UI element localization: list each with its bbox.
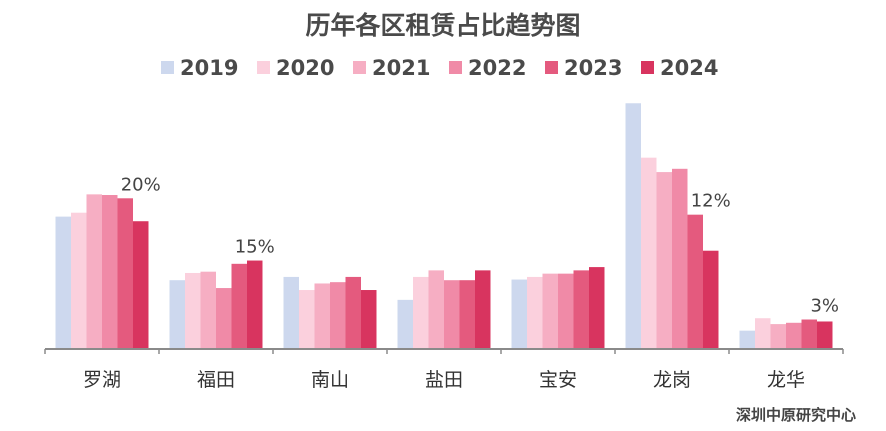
bar-2024 bbox=[589, 267, 605, 349]
bar-group bbox=[283, 276, 377, 349]
bar-2023 bbox=[687, 214, 703, 349]
source-label: 深圳中原研究中心 bbox=[736, 406, 856, 424]
data-label: 15% bbox=[235, 237, 275, 258]
category-label: 盐田 bbox=[425, 369, 463, 391]
legend-item: 2020 bbox=[257, 56, 334, 80]
bar-group bbox=[511, 267, 605, 349]
bar-2020 bbox=[527, 276, 543, 349]
bar-2021 bbox=[542, 273, 558, 349]
data-label: 12% bbox=[691, 191, 731, 212]
legend-item: 2021 bbox=[353, 56, 430, 80]
bar-2019 bbox=[625, 103, 641, 350]
legend-swatch bbox=[641, 61, 654, 74]
category-label: 龙华 bbox=[767, 369, 805, 391]
bar-2023 bbox=[117, 198, 133, 349]
bar-2022 bbox=[558, 273, 574, 349]
x-axis-ticks bbox=[44, 349, 844, 354]
bar-2019 bbox=[739, 330, 755, 349]
bar-group bbox=[739, 318, 833, 349]
bar-2022 bbox=[672, 168, 688, 349]
bar-2019 bbox=[397, 299, 413, 349]
legend-swatch bbox=[161, 61, 174, 74]
legend-label: 2023 bbox=[564, 56, 622, 80]
bar-2024 bbox=[361, 290, 377, 349]
legend-label: 2022 bbox=[468, 56, 526, 80]
bar-2024 bbox=[475, 270, 491, 349]
legend-item: 2019 bbox=[161, 56, 238, 80]
legend-swatch bbox=[449, 61, 462, 74]
bar-area bbox=[55, 103, 833, 350]
bar-2020 bbox=[413, 276, 429, 349]
bar-2019 bbox=[283, 276, 299, 349]
category-label: 福田 bbox=[197, 369, 235, 391]
bar-2022 bbox=[330, 282, 346, 349]
bar-2024 bbox=[817, 321, 833, 349]
bar-2022 bbox=[102, 195, 118, 349]
bar-2021 bbox=[200, 271, 216, 349]
bar-2020 bbox=[71, 212, 87, 349]
bar-2020 bbox=[185, 272, 201, 349]
category-label: 罗湖 bbox=[83, 369, 121, 391]
bar-2020 bbox=[299, 290, 315, 349]
legend-swatch bbox=[353, 61, 366, 74]
legend-item: 2023 bbox=[545, 56, 622, 80]
legend: 2019 2020 2021 2022 2023 2024 bbox=[161, 56, 718, 80]
bar-group bbox=[397, 270, 491, 349]
x-axis-labels: 罗湖 福田 南山 盐田 宝安 龙岗 龙华 bbox=[83, 369, 805, 391]
data-labels: 20% 15% 12% 3% bbox=[121, 174, 839, 316]
bar-2023 bbox=[801, 319, 817, 349]
bar-group bbox=[625, 103, 719, 350]
bar-group bbox=[55, 194, 149, 349]
bar-2020 bbox=[755, 318, 771, 349]
bar-2022 bbox=[216, 288, 232, 349]
bar-2021 bbox=[314, 283, 330, 349]
bar-2021 bbox=[86, 194, 102, 349]
bar-2023 bbox=[231, 263, 247, 349]
category-label: 宝安 bbox=[539, 369, 577, 391]
bar-2023 bbox=[573, 270, 589, 349]
bar-2024 bbox=[703, 250, 719, 349]
bar-2022 bbox=[786, 322, 802, 349]
bar-2021 bbox=[428, 270, 444, 349]
data-label: 20% bbox=[121, 174, 161, 195]
bar-2019 bbox=[55, 216, 71, 349]
bar-2021 bbox=[770, 324, 786, 349]
bar-2024 bbox=[247, 260, 263, 349]
bar-2021 bbox=[656, 172, 672, 349]
category-label: 龙岗 bbox=[653, 369, 691, 391]
bar-2023 bbox=[459, 280, 475, 349]
bar-group bbox=[169, 260, 263, 349]
legend-item: 2022 bbox=[449, 56, 526, 80]
legend-swatch bbox=[545, 61, 558, 74]
bar-2019 bbox=[169, 280, 185, 349]
chart-title: 历年各区租赁占比趋势图 bbox=[305, 11, 580, 40]
legend-label: 2019 bbox=[180, 56, 238, 80]
legend-label: 2021 bbox=[372, 56, 430, 80]
legend-label: 2024 bbox=[660, 56, 718, 80]
bar-2022 bbox=[444, 280, 460, 349]
legend-item: 2024 bbox=[641, 56, 718, 80]
category-label: 南山 bbox=[311, 369, 349, 391]
bar-2023 bbox=[345, 276, 361, 349]
bar-2019 bbox=[511, 279, 527, 349]
legend-label: 2020 bbox=[276, 56, 334, 80]
legend-swatch bbox=[257, 61, 270, 74]
bar-2020 bbox=[641, 157, 657, 349]
data-label: 3% bbox=[810, 296, 839, 317]
bar-2024 bbox=[133, 221, 149, 349]
